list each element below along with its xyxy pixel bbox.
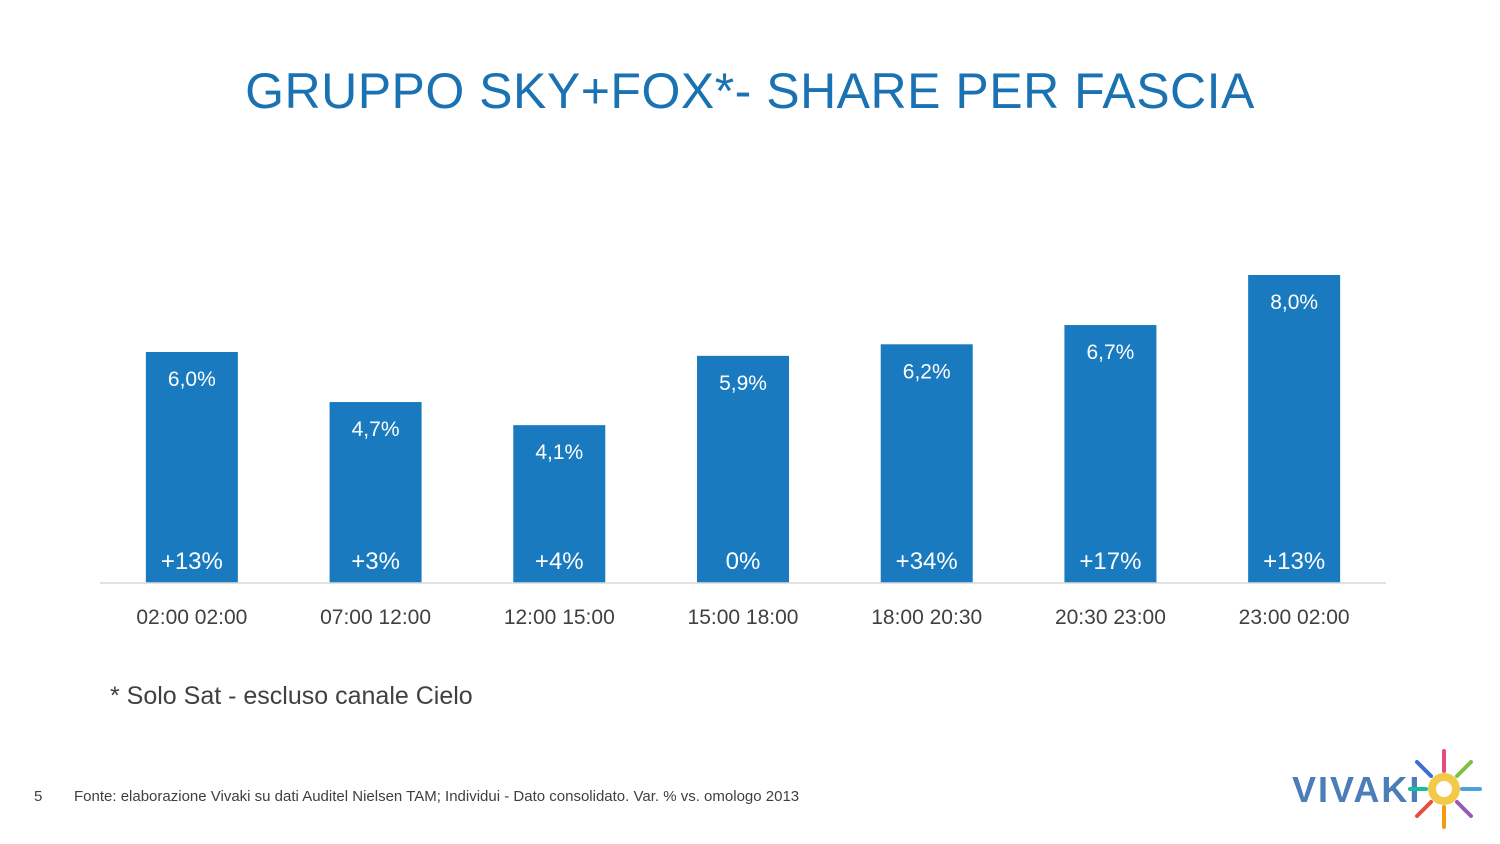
bar-value-label: 5,9% (719, 372, 767, 395)
bar-variation-label: +34% (896, 548, 958, 575)
x-tick-label: 20:30 23:00 (1055, 606, 1166, 629)
bar (1064, 325, 1157, 583)
bar-variation-label: 0% (726, 548, 761, 575)
x-tick-label: 07:00 12:00 (320, 606, 431, 629)
bar-variation-label: +17% (1079, 548, 1141, 575)
source-note: Fonte: elaborazione Vivaki su dati Audit… (74, 788, 800, 805)
bar-value-label: 8,0% (1270, 291, 1318, 314)
bar (880, 344, 973, 583)
x-tick-label: 23:00 02:00 (1239, 606, 1350, 629)
bar-value-label: 6,2% (903, 360, 951, 383)
x-tick-label: 12:00 15:00 (504, 606, 615, 629)
page-title: GRUPPO SKY+FOX*- SHARE PER FASCIA (245, 63, 1255, 119)
bar-value-label: 6,7% (1086, 341, 1134, 364)
bar-value-label: 4,7% (352, 418, 400, 441)
bar (513, 425, 606, 583)
logo-text: VIVAKI (1292, 769, 1422, 810)
logo-burst-icon (1408, 749, 1482, 829)
bar (697, 355, 789, 583)
vivaki-logo: VIVAKI (1292, 745, 1482, 835)
x-tick-label: 15:00 18:00 (688, 606, 799, 629)
bar-variation-label: +3% (351, 548, 400, 575)
x-tick-label: 18:00 20:30 (871, 606, 982, 629)
bar (329, 402, 422, 583)
page-number: 5 (34, 788, 43, 805)
bar (145, 352, 238, 583)
bar-value-label: 4,1% (535, 441, 583, 464)
x-tick-label: 02:00 02:00 (136, 606, 247, 629)
footnote: * Solo Sat - escluso canale Cielo (110, 682, 473, 710)
bar-variation-label: +13% (161, 548, 223, 575)
bar-variation-label: +4% (535, 548, 584, 575)
bar-variation-label: +13% (1263, 548, 1325, 575)
bar-value-label: 6,0% (168, 368, 216, 391)
bar (1248, 275, 1341, 583)
